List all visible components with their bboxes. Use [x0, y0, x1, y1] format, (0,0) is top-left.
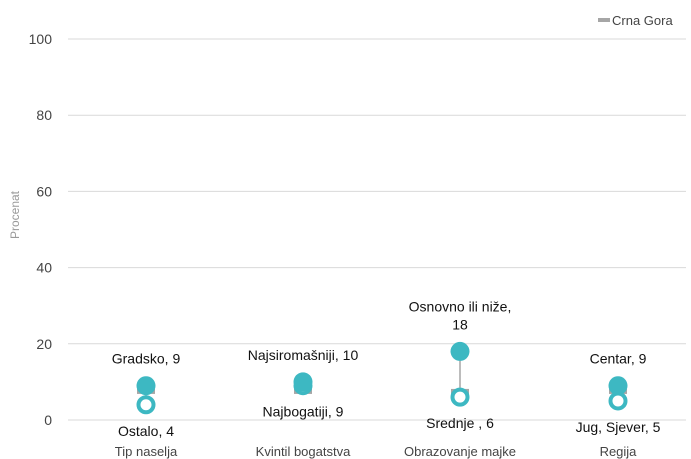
category-label: Kvintil bogatstva [256, 444, 351, 459]
y-tick-label: 100 [29, 31, 53, 47]
category-label: Regija [600, 444, 638, 459]
category-labels: Tip naselja Kvintil bogatstva Obrazovanje … [115, 444, 637, 459]
low-value-marker [136, 395, 156, 415]
y-tick-label: 40 [36, 260, 52, 276]
low-data-label: Srednje , 6 [426, 415, 494, 431]
y-tick-label: 80 [36, 107, 52, 123]
low-data-label: Najbogatiji, 9 [263, 404, 344, 420]
category-label: Tip naselja [115, 444, 178, 459]
legend-swatch [598, 18, 610, 22]
y-axis-label: Procenat [8, 190, 22, 239]
low-value-marker [450, 387, 470, 407]
category-label: Obrazovanje majke [404, 444, 516, 459]
high-data-label: Gradsko, 9 [112, 351, 181, 367]
high-data-label: Osnovno ili niže, 18 [409, 298, 512, 332]
high-value-marker [450, 341, 470, 361]
legend: Crna Gora [598, 13, 673, 28]
y-axis-ticks: 0 20 40 60 80 100 [29, 31, 53, 428]
low-data-label: Jug, Sjever, 5 [576, 419, 661, 435]
low-value-marker [608, 391, 628, 411]
gridlines [68, 38, 686, 421]
high-value-marker [136, 376, 156, 396]
high-data-label: Centar, 9 [590, 351, 647, 367]
high-value-marker [608, 376, 628, 396]
y-tick-label: 60 [36, 183, 52, 199]
legend-label: Crna Gora [612, 13, 673, 28]
y-tick-label: 20 [36, 336, 52, 352]
high-data-label: Najsiromašniji, 10 [248, 347, 359, 363]
marks: Gradsko, 9 Ostalo, 4 Najsiromašniji, 10 Naj… [112, 298, 661, 438]
y-tick-label: 0 [44, 412, 52, 428]
high-value-marker [293, 372, 313, 392]
low-data-label: Ostalo, 4 [118, 423, 174, 439]
